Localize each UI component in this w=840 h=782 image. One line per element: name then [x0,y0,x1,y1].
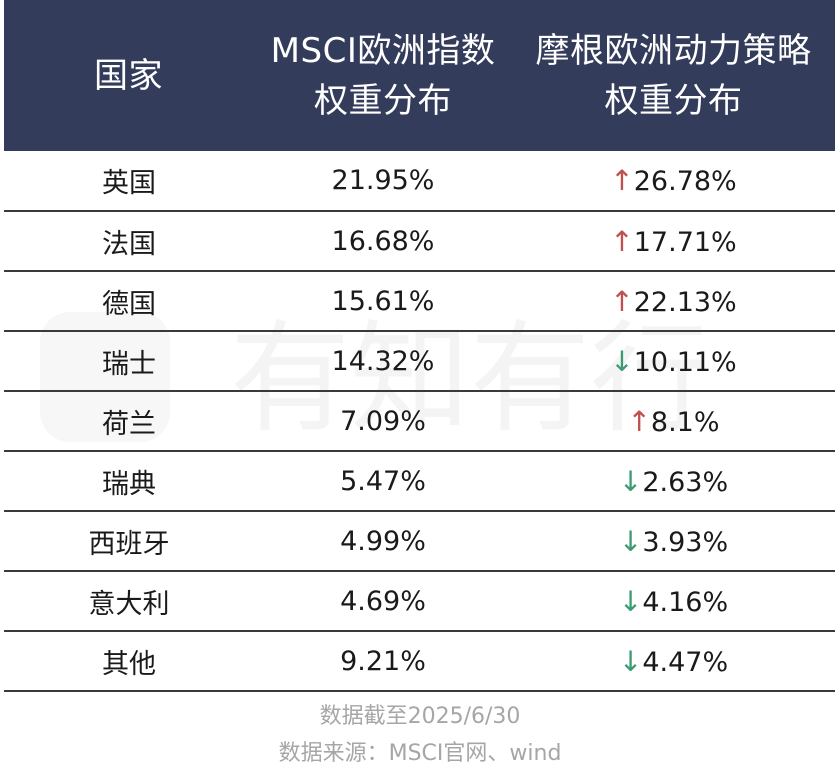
table-row: 其他 9.21% ↓4.47% [4,631,835,692]
msci-weight-value: 15.61% [331,285,435,317]
table-row: 瑞士 14.32% ↓10.11% [4,331,835,392]
arrow-down-icon: ↓ [618,464,643,498]
arrow-down-icon: ↓ [618,524,643,558]
msci-weight-value: 7.09% [340,405,426,437]
data-source-note: 数据来源：MSCI官网、wind [278,741,562,766]
msci-weight-value: 4.69% [340,585,426,617]
table-header-row: 国家 MSCI欧洲指数 权重分布 摩根欧洲动力策略 权重分布 [4,0,835,151]
jpm-weight-cell: ↓4.16% [512,571,835,632]
jpm-weight-cell: ↓2.63% [512,451,835,512]
table-row: 意大利 4.69% ↓4.16% [4,571,835,632]
jpm-weight-value: 4.16% [642,586,729,618]
jpm-weight-cell: ↓10.11% [512,331,835,392]
country-name: 荷兰 [102,408,156,440]
country-cell: 法国 [4,211,254,272]
table-row: 法国 16.68% ↑17.71% [4,211,835,272]
jpm-weight-value: 17.71% [633,226,737,258]
country-cell: 德国 [4,271,254,332]
jpm-weight-cell: ↑8.1% [512,391,835,452]
country-cell: 荷兰 [4,391,254,452]
jpm-weight-cell: ↓3.93% [512,511,835,572]
header-country-label: 国家 [94,55,163,96]
jpm-weight-value: 10.11% [633,346,737,378]
country-cell: 英国 [4,151,254,212]
jpm-weight-value: 22.13% [633,286,737,318]
header-jpm-weight: 摩根欧洲动力策略 权重分布 [512,0,835,151]
arrow-down-icon: ↓ [618,584,643,618]
msci-weight-value: 5.47% [340,465,426,497]
table-row: 德国 15.61% ↑22.13% [4,271,835,332]
country-name: 英国 [102,168,156,199]
msci-weight-cell: 9.21% [254,631,512,692]
msci-weight-value: 14.32% [331,345,435,377]
msci-weight-value: 21.95% [331,165,435,196]
country-cell: 瑞典 [4,451,254,512]
msci-weight-cell: 21.95% [254,151,512,212]
arrow-down-icon: ↓ [618,644,643,678]
jpm-weight-cell: ↑22.13% [512,271,835,332]
header-msci-weight: MSCI欧洲指数 权重分布 [254,0,512,151]
table-row: 英国 21.95% ↑26.78% [4,151,835,212]
country-name: 法国 [102,228,156,260]
table-row: 瑞典 5.47% ↓2.63% [4,451,835,512]
msci-weight-cell: 4.99% [254,511,512,572]
country-name: 其他 [102,648,156,680]
msci-weight-cell: 16.68% [254,211,512,272]
arrow-up-icon: ↑ [610,164,634,197]
header-jpm-line2: 权重分布 [604,80,743,121]
msci-weight-cell: 7.09% [254,391,512,452]
arrow-up-icon: ↑ [610,284,634,318]
jpm-weight-value: 3.93% [642,526,729,558]
table-row: 西班牙 4.99% ↓3.93% [4,511,835,572]
jpm-weight-cell: ↑26.78% [512,151,835,212]
country-name: 瑞典 [102,468,156,500]
table-row: 荷兰 7.09% ↑8.1% [4,391,835,452]
header-msci-line1: MSCI欧洲指数 [270,30,496,71]
country-cell: 瑞士 [4,331,254,392]
jpm-weight-cell: ↑17.71% [512,211,835,272]
msci-weight-value: 16.68% [331,225,435,257]
header-country: 国家 [4,0,254,151]
country-name: 意大利 [88,588,170,620]
jpm-weight-value: 4.47% [642,646,729,678]
country-cell: 意大利 [4,571,254,632]
jpm-weight-value: 26.78% [633,166,737,197]
jpm-weight-value: 2.63% [642,466,729,498]
country-name: 瑞士 [102,348,156,380]
country-cell: 西班牙 [4,511,254,572]
arrow-up-icon: ↑ [610,224,634,258]
country-cell: 其他 [4,631,254,692]
notes: 数据截至2025/6/30 数据来源：MSCI官网、wind [0,698,840,772]
msci-weight-cell: 5.47% [254,451,512,512]
jpm-weight-value: 8.1% [650,406,720,438]
msci-weight-value: 9.21% [340,645,426,677]
msci-weight-cell: 15.61% [254,271,512,332]
jpm-weight-cell: ↓4.47% [512,631,835,692]
weight-distribution-table: 国家 MSCI欧洲指数 权重分布 摩根欧洲动力策略 权重分布 英国 21.95% ↑… [4,0,835,692]
msci-weight-value: 4.99% [340,525,426,557]
arrow-down-icon: ↓ [610,344,634,378]
country-name: 德国 [102,288,156,320]
msci-weight-cell: 14.32% [254,331,512,392]
arrow-up-icon: ↑ [627,404,651,438]
header-msci-line2: 权重分布 [314,80,452,121]
country-name: 西班牙 [88,528,170,560]
data-date-note: 数据截至2025/6/30 [319,704,521,729]
msci-weight-cell: 4.69% [254,571,512,632]
table-body: 英国 21.95% ↑26.78% 法国 16.68% ↑17.71% 德国 15.61% ↑2… [4,151,835,692]
header-jpm-line1: 摩根欧洲动力策略 [535,30,812,71]
